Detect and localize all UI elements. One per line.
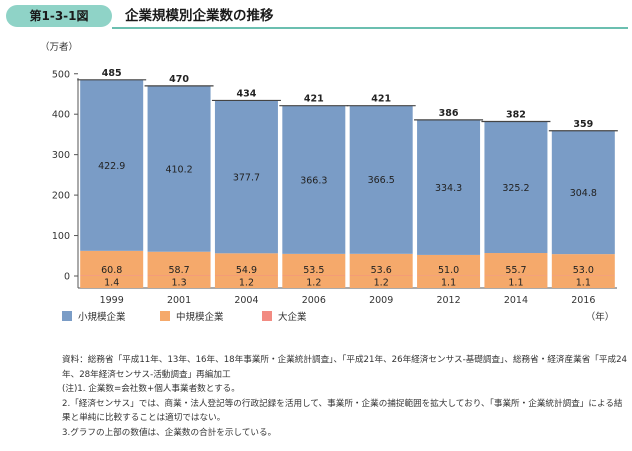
bar-segment-small: [417, 119, 481, 255]
figure-header: 第1-3-1図 企業規模別企業数の推移: [0, 0, 632, 34]
legend-label: 大企業: [278, 311, 307, 323]
bar-segment-small: [282, 105, 346, 254]
large-value-label: 1.1: [441, 278, 456, 289]
bar-segment-large: [147, 275, 211, 276]
legend-swatch: [160, 311, 170, 321]
bar-base-band: [80, 276, 144, 288]
small-value-label: 422.9: [98, 161, 125, 172]
bar-segment-medium: [282, 253, 346, 276]
header-rule: [112, 27, 628, 29]
total-label: 382: [506, 109, 526, 120]
bar-segment-small: [551, 130, 615, 255]
bar-segment-small: [80, 79, 144, 251]
total-label: 359: [573, 119, 593, 130]
bar-segment-small: [214, 100, 278, 254]
large-value-label: 1.2: [374, 278, 389, 289]
x-tick-label: 2014: [504, 295, 528, 306]
small-value-label: 334.3: [435, 183, 462, 194]
medium-value-label: 53.5: [303, 265, 324, 276]
bar-segment-small: [349, 105, 413, 254]
bar-segment-medium: [417, 254, 481, 276]
x-axis-unit-label: （年）: [586, 311, 615, 323]
large-value-label: 1.1: [576, 278, 591, 289]
total-label: 421: [371, 94, 391, 105]
bar-base-band: [484, 276, 548, 288]
y-tick-label: 400: [52, 110, 70, 121]
total-label: 421: [304, 94, 324, 105]
total-label: 386: [439, 108, 459, 119]
large-value-label: 1.3: [172, 278, 187, 289]
bar-segment-medium: [147, 251, 211, 276]
bar-segment-medium: [349, 253, 413, 276]
small-value-label: 304.8: [570, 188, 597, 199]
x-tick-label: 2016: [571, 295, 595, 306]
bar-segment-large: [551, 275, 615, 277]
small-value-label: 366.5: [368, 175, 395, 186]
bar-segment-small: [484, 121, 548, 254]
note-3: 3.グラフの上部の数値は、企業数の合計を示している。: [62, 427, 277, 438]
bar-segment-medium: [484, 253, 548, 276]
medium-value-label: 55.7: [505, 265, 526, 276]
small-value-label: 325.2: [502, 183, 529, 194]
legend-swatch: [262, 311, 272, 321]
bar-base-band: [551, 276, 615, 288]
total-label: 434: [237, 88, 257, 99]
bar-base-band: [417, 276, 481, 288]
medium-value-label: 51.0: [438, 265, 459, 276]
total-label: 470: [169, 74, 189, 85]
bar-segment-medium: [80, 250, 144, 276]
x-tick-label: 1999: [100, 295, 124, 306]
bar-base-band: [282, 276, 346, 288]
bar-segment-large: [214, 275, 278, 277]
bar-segment-large: [484, 275, 548, 277]
large-value-label: 1.2: [306, 278, 321, 289]
bar-segment-large: [349, 275, 413, 277]
note-2: 2.「経済センサス」では、商業・法人登記等の行政記録を活用して、事業所・企業の捕…: [62, 398, 623, 424]
total-label: 485: [102, 68, 122, 79]
source-note: 資料：総務省「平成11年、13年、16年、18年事業所・企業統計調査」、「平成2…: [62, 355, 628, 380]
x-tick-label: 2001: [167, 295, 191, 306]
large-value-label: 1.1: [508, 278, 523, 289]
chart-notes: 資料：総務省「平成11年、13年、16年、18年事業所・企業統計調査」、「平成2…: [62, 353, 628, 440]
small-value-label: 410.2: [165, 164, 192, 175]
small-value-label: 377.7: [233, 172, 260, 183]
y-axis-unit-label: （万者）: [40, 41, 78, 53]
x-tick-label: 2009: [369, 295, 393, 306]
medium-value-label: 53.6: [371, 265, 392, 276]
bar-segment-small: [147, 85, 211, 252]
note-1: (注)1. 企業数=会社数+個人事業者数とする。: [62, 384, 240, 394]
x-tick-label: 2004: [234, 295, 258, 306]
medium-value-label: 60.8: [101, 265, 122, 276]
figure-title: 企業規模別企業数の推移: [125, 8, 274, 24]
medium-value-label: 54.9: [236, 265, 257, 276]
stacked-bar-chart: （万者） 0 100 200 300 400 500 485 422.9 60.8 1.4 1999 4…: [40, 41, 618, 323]
bar-base-band: [349, 276, 413, 288]
medium-value-label: 58.7: [168, 265, 189, 276]
y-tick-label: 0: [64, 272, 70, 283]
bar-segment-large: [282, 275, 346, 277]
x-tick-label: 2006: [302, 295, 326, 306]
legend-label: 小規模企業: [78, 311, 126, 323]
figure-number: 第1-3-1図: [6, 5, 112, 27]
small-value-label: 366.3: [300, 175, 327, 186]
large-value-label: 1.4: [104, 278, 119, 289]
x-tick-label: 2012: [436, 295, 460, 306]
y-tick-label: 300: [52, 150, 70, 161]
legend-swatch: [62, 311, 72, 321]
bar-segment-large: [417, 275, 481, 277]
medium-value-label: 53.0: [573, 265, 594, 276]
bar-segment-medium: [551, 254, 615, 276]
bar-segment-medium: [214, 253, 278, 276]
bar-base-band: [147, 276, 211, 288]
bar-segment-large: [80, 275, 144, 276]
y-tick-label: 500: [52, 69, 70, 80]
y-tick-label: 100: [52, 231, 70, 242]
y-tick-label: 200: [52, 191, 70, 202]
legend-label: 中規模企業: [176, 311, 224, 323]
bar-base-band: [214, 276, 278, 288]
large-value-label: 1.2: [239, 278, 254, 289]
